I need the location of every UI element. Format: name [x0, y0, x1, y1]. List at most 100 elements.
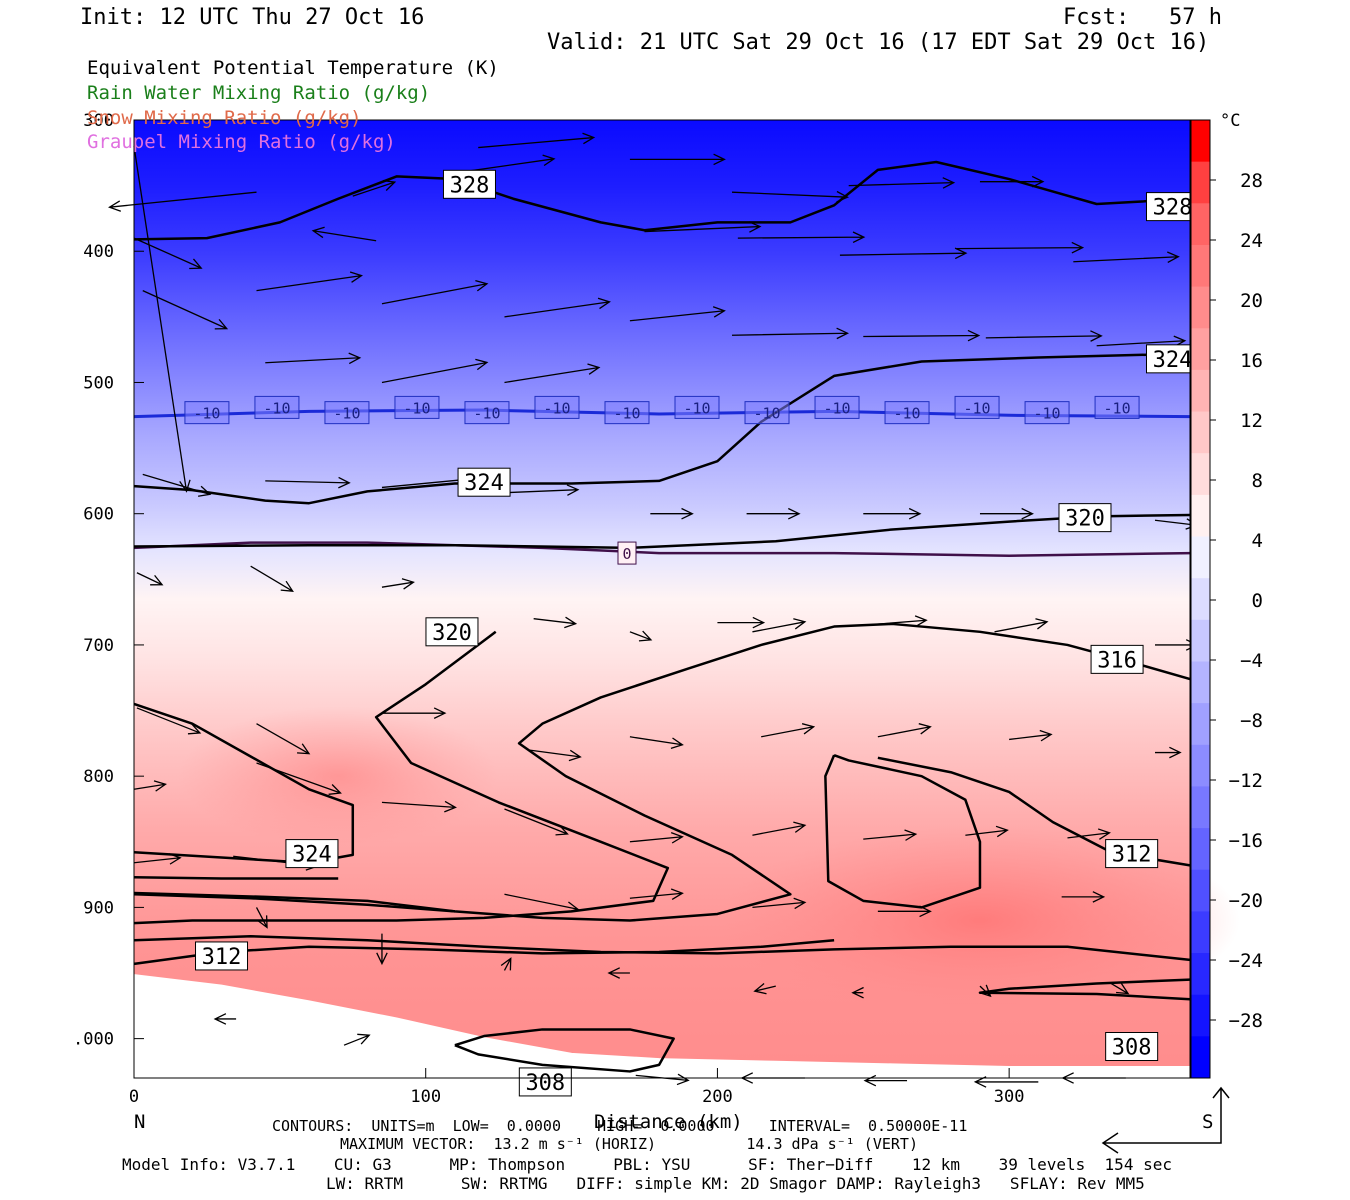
- wind-vector: [979, 175, 1045, 188]
- theta-e-label-box: [1090, 644, 1144, 674]
- wind-vector: [1154, 746, 1182, 759]
- colorbar-swatch: [1191, 911, 1210, 954]
- colorbar-swatch: [1191, 203, 1210, 246]
- theta-e-label: 324: [464, 471, 504, 496]
- colorbar-tick-label: −4: [1240, 650, 1263, 672]
- wind-vector: [978, 984, 992, 998]
- colorbar-tick-label: 12: [1240, 410, 1263, 432]
- contour-info: CONTOURS: UNITS=m LOW= 0.0000 HIGH= 0.00…: [272, 1117, 968, 1135]
- wind-vector: [851, 986, 864, 999]
- wind-vector: [717, 616, 766, 629]
- wind-vector: [504, 808, 569, 836]
- colorbar-swatch: [1191, 786, 1210, 829]
- theta-e-contour: [824, 753, 982, 909]
- wind-vector: [376, 933, 388, 966]
- wind-vector: [629, 630, 653, 642]
- wind-vector: [256, 271, 363, 292]
- legend-graupel: Graupel Mixing Ratio (g/kg): [87, 131, 396, 153]
- wind-vector: [133, 237, 203, 270]
- colorbar-swatch: [1191, 869, 1210, 912]
- legend-snow: Snow Mixing Ratio (g/kg): [87, 107, 362, 129]
- terrain-edge: [133, 974, 1190, 1070]
- south-label: S: [1202, 1111, 1214, 1133]
- colorbar-swatch: [1191, 161, 1210, 204]
- theta-e-label: 320: [432, 621, 472, 646]
- wind-vector: [1067, 828, 1111, 840]
- colorbar-swatch: [1191, 661, 1210, 704]
- theta-e-label-box: [442, 169, 496, 199]
- wind-vector: [863, 615, 928, 627]
- colorbar-swatch: [1191, 536, 1210, 579]
- isotherm-label-box: [884, 401, 930, 425]
- colorbar-swatch: [1191, 578, 1210, 621]
- isotherm-label-box: [184, 401, 230, 425]
- isotherm-label: -10: [613, 405, 640, 423]
- isotherm-label: -10: [263, 399, 290, 417]
- colorbar-swatch: [1191, 494, 1210, 538]
- legend-theta-e: Equivalent Potential Temperature (K): [87, 57, 499, 79]
- colorbar-swatch: [1191, 703, 1210, 746]
- isotherm-minus10-line: [133, 408, 1191, 419]
- colorbar-swatch: [1191, 953, 1210, 996]
- colorbar-tick-label: −12: [1229, 770, 1263, 792]
- y-tick-label: 800: [83, 767, 114, 787]
- theta-e-label-box: [1105, 1032, 1159, 1062]
- y-tick-label: 300: [83, 111, 114, 131]
- colorbar-tick-label: 4: [1252, 530, 1263, 552]
- wind-vector: [848, 177, 956, 189]
- colorbar-swatch: [1191, 453, 1210, 496]
- y-tick-label: 900: [83, 898, 114, 918]
- theta-e-contour: [133, 160, 1191, 241]
- theta-e-label: 328: [450, 173, 490, 198]
- theta-e-label-box: [425, 617, 479, 647]
- wind-vector: [1110, 982, 1130, 995]
- wind-vector: [956, 241, 1085, 254]
- colorbar-tick-label: −24: [1229, 950, 1263, 972]
- wind-vector: [381, 358, 489, 384]
- x-tick-label: 0: [129, 1087, 139, 1107]
- wind-vector: [994, 618, 1049, 633]
- colorbar-swatch: [1191, 994, 1210, 1037]
- warm-shading-north: [178, 706, 499, 847]
- wind-vector: [629, 736, 684, 749]
- colorbar-tick-label: 16: [1240, 350, 1263, 372]
- theta-e-label: 324: [292, 843, 332, 868]
- wind-vector: [381, 578, 415, 590]
- isotherm-label: -10: [543, 399, 570, 417]
- colorbar-tick-label: 8: [1252, 470, 1263, 492]
- wind-vector: [265, 352, 362, 365]
- colorbar-tick-label: −20: [1229, 890, 1263, 912]
- north-label: N: [134, 1111, 146, 1133]
- theta-e-label: 320: [1065, 507, 1105, 532]
- isotherm-label: -10: [193, 405, 220, 423]
- theta-e-label: 312: [202, 945, 242, 970]
- wind-vector: [877, 905, 932, 918]
- wind-vector: [504, 363, 601, 384]
- colorbar-swatch: [1191, 286, 1210, 329]
- theta-e-label-box: [285, 839, 339, 869]
- wind-vector: [256, 762, 342, 795]
- max-vector-info: MAXIMUM VECTOR: 13.2 m s⁻¹ (HORIZ) 14.3 …: [340, 1135, 918, 1153]
- wind-vector: [839, 247, 968, 260]
- wind-vector: [255, 907, 268, 929]
- isotherm-label-box: [617, 541, 637, 565]
- isotherm-label: -10: [964, 399, 991, 417]
- wind-vector: [737, 231, 866, 243]
- wind-vector: [533, 616, 578, 629]
- theta-e-label-box: [195, 941, 249, 971]
- wind-vector: [607, 967, 630, 979]
- y-tick-label: 500: [83, 373, 114, 393]
- isotherm-label-box: [814, 395, 860, 419]
- isotherm-label-box: [674, 395, 720, 419]
- theta-e-contour: [978, 978, 1191, 1001]
- isotherm-label-box: [1024, 401, 1070, 425]
- colorbar-unit: °C: [1220, 111, 1240, 131]
- colorbar-tick-label: 20: [1240, 290, 1263, 312]
- theta-e-label: 312: [1112, 843, 1152, 868]
- theta-e-contour: [454, 1028, 675, 1073]
- wind-vector: [478, 132, 596, 149]
- wind-vector: [965, 825, 1009, 838]
- plot-frame: [133, 119, 1191, 1079]
- colorbar-tick-label: −16: [1229, 830, 1263, 852]
